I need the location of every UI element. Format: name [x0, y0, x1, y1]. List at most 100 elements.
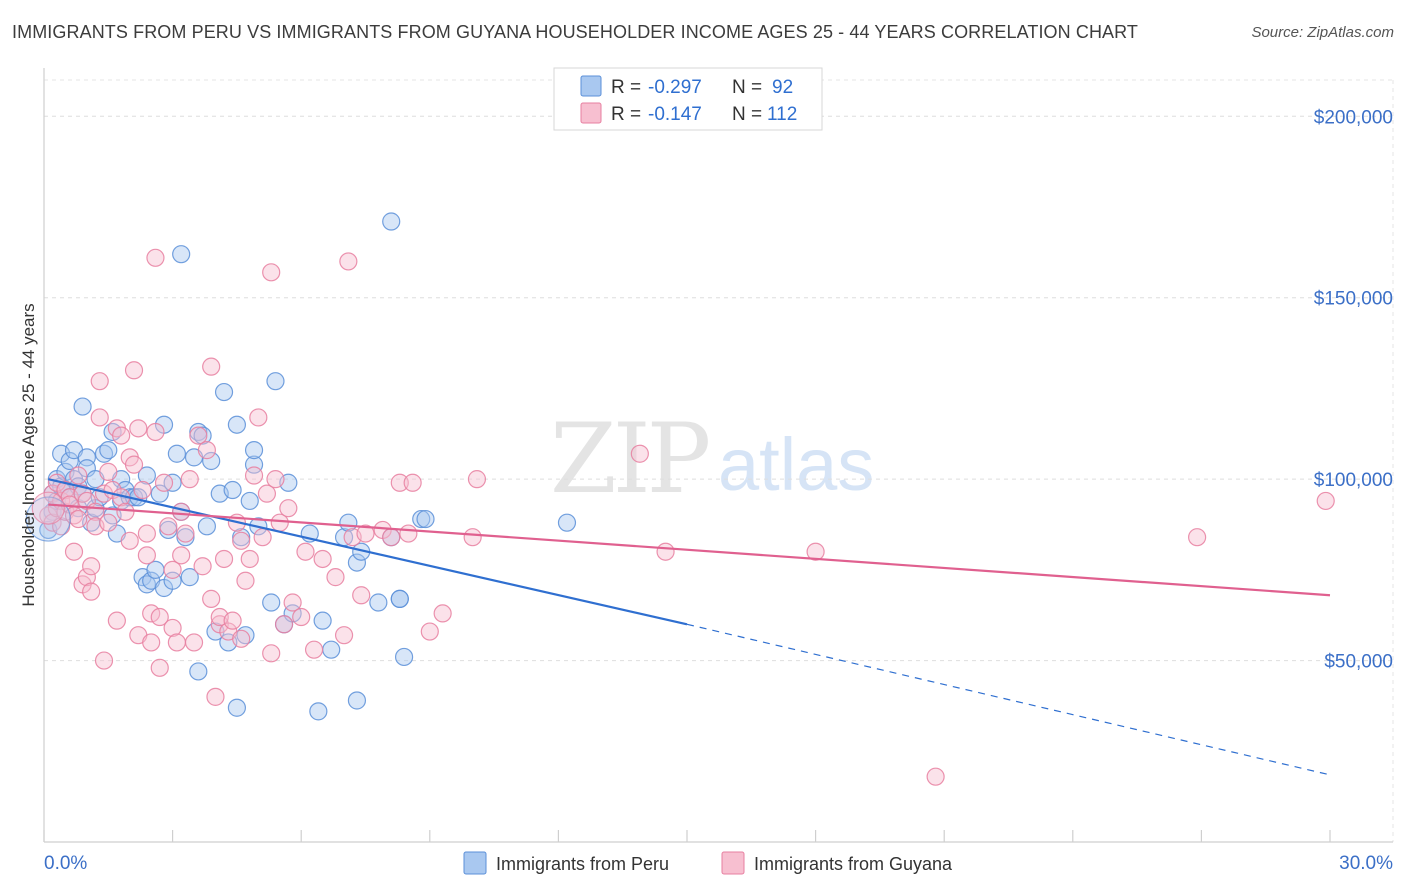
peru-point-47 — [172, 245, 191, 264]
guyana-point-36 — [120, 531, 139, 550]
guyana-point-91 — [326, 568, 345, 587]
peru-point-54 — [197, 517, 216, 536]
guyana-point-51 — [159, 517, 178, 536]
guyana-point-58 — [180, 470, 199, 489]
peru-point-81 — [347, 691, 367, 710]
guyana-point-104 — [463, 528, 482, 547]
x-tick-labels: 0.0% 30.0% — [44, 853, 1393, 874]
peru-point-49 — [180, 568, 199, 587]
peru-point-16 — [73, 397, 92, 416]
guyana-point-92 — [334, 626, 354, 645]
y-tick-label-0: $50,000 — [1324, 652, 1393, 673]
guyana-point-74 — [236, 571, 255, 590]
guyana-point-88 — [296, 542, 315, 561]
guyana-point-56 — [172, 546, 191, 565]
guyana-point-39 — [129, 419, 148, 438]
guyana-point-80 — [262, 644, 281, 663]
guyana-point-41 — [133, 480, 152, 500]
bottom-legend-swatch-guyana — [721, 851, 745, 875]
guyana-point-31 — [107, 611, 126, 630]
peru-point-65 — [240, 491, 259, 511]
guyana-point-64 — [202, 589, 221, 608]
guyana-point-87 — [292, 607, 311, 627]
peru-point-84 — [382, 212, 401, 231]
peru-point-70 — [266, 372, 285, 391]
legend-r-value-guyana: -0.147 — [648, 104, 702, 125]
guyana-point-17 — [77, 568, 96, 587]
guyana-point-37 — [124, 455, 144, 474]
chart-title: IMMIGRANTS FROM PERU VS IMMIGRANTS FROM … — [12, 22, 1139, 42]
guyana-point-90 — [313, 549, 332, 569]
guyana-point-54 — [167, 633, 186, 652]
guyana-point-79 — [257, 484, 277, 503]
peru-point-17 — [77, 448, 96, 467]
guyana-point-100 — [399, 524, 418, 543]
guyana-point-62 — [197, 441, 216, 460]
guyana-point-109 — [926, 767, 945, 786]
y-axis-label: Householder Income Ages 25 - 44 years — [19, 303, 38, 606]
guyana-point-38 — [124, 361, 144, 380]
scatter-points — [25, 212, 1335, 786]
guyana-point-34 — [116, 502, 135, 521]
peru-point-75 — [309, 702, 328, 721]
peru-point-61 — [227, 415, 246, 434]
guyana-point-84 — [274, 615, 294, 634]
peru-point-58 — [214, 382, 234, 402]
x-tick-label-min: 0.0% — [44, 853, 87, 874]
guyana-point-52 — [163, 560, 182, 579]
peru-point-35 — [137, 466, 156, 485]
peru-point-62 — [227, 698, 246, 717]
peru-point-80 — [347, 553, 367, 572]
peru-point-cluster — [25, 496, 71, 542]
peru-point-67 — [244, 441, 264, 460]
bottom-legend-label-peru: Immigrants from Peru — [496, 854, 669, 874]
guyana-point-77 — [249, 408, 268, 427]
guyana-point-24 — [90, 408, 109, 427]
guyana-point-59 — [184, 633, 204, 652]
guyana-point-49 — [150, 658, 169, 677]
guyana-point-68 — [214, 549, 234, 569]
series-legend: Immigrants from Peru Immigrants from Guy… — [463, 851, 953, 875]
peru-point-60 — [223, 480, 242, 500]
legend-n-value-peru: 92 — [772, 77, 793, 98]
guyana-point-108 — [806, 542, 825, 561]
correlation-legend: R = -0.297 N = 92 R = -0.147 N = 112 — [553, 67, 823, 131]
guyana-point-27 — [99, 462, 118, 481]
peru-point-77 — [322, 640, 341, 659]
guyana-point-50 — [154, 473, 174, 492]
peru-trend-line — [48, 478, 688, 626]
x-tick-label-max: 30.0% — [1339, 853, 1393, 874]
guyana-point-65 — [206, 687, 225, 706]
peru-point-55 — [202, 451, 221, 471]
guyana-point-101 — [403, 473, 422, 492]
guyana-point-48 — [150, 607, 169, 627]
axes — [43, 68, 1393, 843]
guyana-point-107 — [656, 542, 675, 561]
legend-r-value-peru: -0.297 — [648, 77, 702, 98]
guyana-point-61 — [193, 557, 212, 576]
guyana-point-75 — [240, 549, 259, 569]
legend-n-label-guyana: N = — [732, 104, 762, 125]
guyana-point-98 — [382, 528, 401, 547]
guyana-point-20 — [82, 582, 101, 601]
peru-point-53 — [193, 426, 212, 445]
guyana-point-103 — [433, 604, 452, 623]
watermark-atlas: atlas — [718, 423, 874, 506]
guyana-point-110 — [1188, 528, 1207, 547]
peru-point-10 — [60, 451, 79, 471]
legend-swatch-peru — [580, 75, 602, 97]
guyana-point-32 — [112, 426, 131, 445]
guyana-point-60 — [189, 426, 208, 445]
guyana-point-70 — [223, 611, 242, 630]
guyana-point-78 — [253, 528, 272, 547]
guyana-point-45 — [142, 633, 161, 652]
guyana-point-95 — [352, 586, 371, 605]
legend-n-value-guyana: 112 — [767, 104, 797, 125]
peru-point-39 — [150, 484, 169, 503]
guyana-point-89 — [304, 640, 324, 659]
legend-r-label-peru: R = — [611, 77, 641, 98]
y-tick-label-1: $100,000 — [1314, 470, 1393, 491]
bottom-legend-swatch-peru — [463, 851, 487, 875]
guyana-point-42 — [137, 524, 156, 543]
guyana-point-72 — [232, 629, 251, 648]
